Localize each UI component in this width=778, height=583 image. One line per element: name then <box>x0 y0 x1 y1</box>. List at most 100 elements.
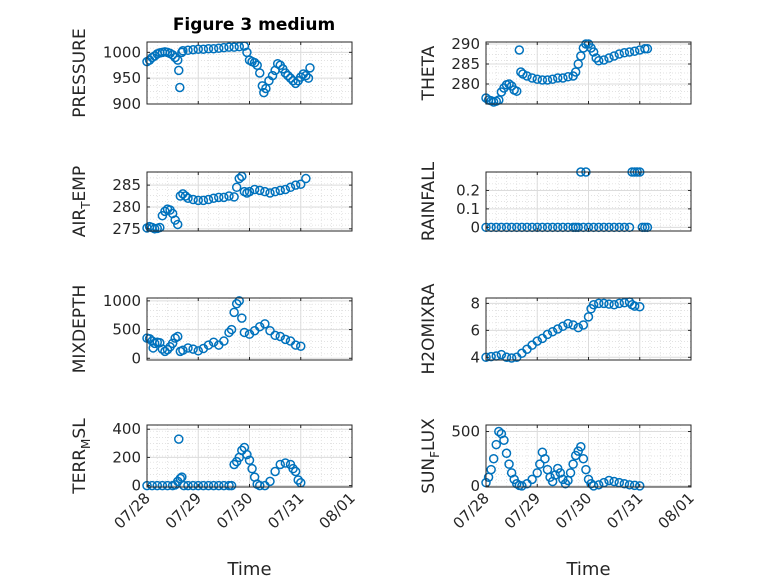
data-point <box>265 188 275 198</box>
subplot-4: 0.20.10 RAINFALL <box>419 161 692 241</box>
data-point <box>198 195 209 206</box>
data-point <box>226 324 237 335</box>
y-tick-label: 400 <box>112 420 141 438</box>
data-point <box>214 480 224 491</box>
y-tick-label: 275 <box>112 220 141 238</box>
data-point <box>583 312 594 322</box>
data-point <box>578 320 589 330</box>
data-point <box>261 83 271 94</box>
data-point <box>563 318 573 329</box>
y-tick-label: 0.2 <box>456 181 480 199</box>
data-point <box>255 68 265 78</box>
data-point <box>288 463 298 474</box>
data-point <box>179 480 189 491</box>
y-tick-label: 285 <box>451 55 480 73</box>
data-point <box>275 331 285 342</box>
data-point <box>193 195 203 206</box>
data-point <box>177 47 187 58</box>
data-point <box>239 327 250 338</box>
data-point <box>640 44 650 54</box>
data-point <box>540 453 550 464</box>
data-point <box>614 298 624 309</box>
subplot-8: 500 0 SUNFLUX 07/28 07/29 07/30 07/31 08/01 Time <box>419 418 698 580</box>
y-tick-label: 8 <box>470 294 480 312</box>
data-point <box>170 52 180 63</box>
y-axis-label: MIXDEPTH <box>70 285 90 374</box>
subplot-7: 400 200 0 TERRMSL 07/28 07/29 07/30 07/31 08/01 T… <box>70 418 359 580</box>
data-point <box>635 481 645 491</box>
data-point <box>486 351 496 362</box>
data-point <box>280 458 291 468</box>
data-point <box>629 46 640 56</box>
y-tick-label: 280 <box>112 198 141 216</box>
data-point <box>275 459 285 470</box>
x-axis-label: Time <box>226 559 271 580</box>
data-point <box>581 464 591 475</box>
data-point <box>149 51 160 61</box>
x-tick-label: 07/30 <box>213 489 256 532</box>
data-point <box>188 480 198 491</box>
data-point <box>532 74 542 84</box>
data-point <box>553 324 563 334</box>
data-point <box>224 42 234 52</box>
data-point <box>229 42 239 52</box>
y-tick-label: 0.1 <box>456 200 480 218</box>
data-point <box>514 45 525 55</box>
data-point <box>293 475 303 485</box>
data-point <box>224 480 234 491</box>
data-point <box>486 464 496 475</box>
data-point <box>155 222 165 233</box>
data-point <box>570 67 581 77</box>
data-point <box>267 70 278 81</box>
data-point <box>183 480 193 491</box>
data-point <box>491 439 501 450</box>
data-point <box>501 352 512 363</box>
data-point <box>578 453 589 464</box>
x-tick-label: 07/30 <box>552 489 595 532</box>
data-point <box>229 459 239 470</box>
data-point <box>219 192 229 203</box>
data-point <box>573 322 583 333</box>
data-point <box>177 472 187 482</box>
data-point <box>576 442 586 452</box>
data-point <box>249 184 260 195</box>
data-point <box>635 302 645 312</box>
data-point <box>255 185 265 196</box>
data-point <box>183 343 193 353</box>
data-point <box>270 186 280 197</box>
data-point <box>157 480 168 491</box>
data-point <box>214 192 224 203</box>
data-point <box>488 453 499 464</box>
data-point <box>203 340 214 350</box>
y-tick-label: 500 <box>112 321 141 339</box>
data-point <box>290 78 301 89</box>
data-point <box>193 346 203 356</box>
data-point <box>588 299 599 310</box>
data-point <box>496 349 507 360</box>
subplot-1: 1000 950 900 PRESSURE <box>70 28 353 118</box>
data-point <box>553 73 563 83</box>
data-point <box>305 63 315 73</box>
data-point <box>599 55 609 65</box>
data-point <box>609 299 619 310</box>
data-point <box>619 48 630 58</box>
x-axis-label: Time <box>565 559 610 580</box>
data-point <box>152 480 162 491</box>
data-point <box>563 72 573 82</box>
y-tick-label: 900 <box>112 95 141 113</box>
y-axis-label: PRESSURE <box>70 28 90 117</box>
data-point <box>229 307 239 318</box>
data-point <box>522 71 532 81</box>
data-point <box>547 326 558 337</box>
data-point <box>229 192 239 202</box>
data-point <box>260 186 270 197</box>
subplot-5: 1000 500 0 MIXDEPTH <box>70 285 353 374</box>
data-point <box>588 481 599 491</box>
x-tick-label: 07/28 <box>450 489 493 532</box>
data-point <box>173 219 183 230</box>
data-point <box>624 480 635 490</box>
data-point <box>537 75 548 85</box>
y-tick-label: 1000 <box>103 292 141 310</box>
data-point <box>594 56 604 66</box>
